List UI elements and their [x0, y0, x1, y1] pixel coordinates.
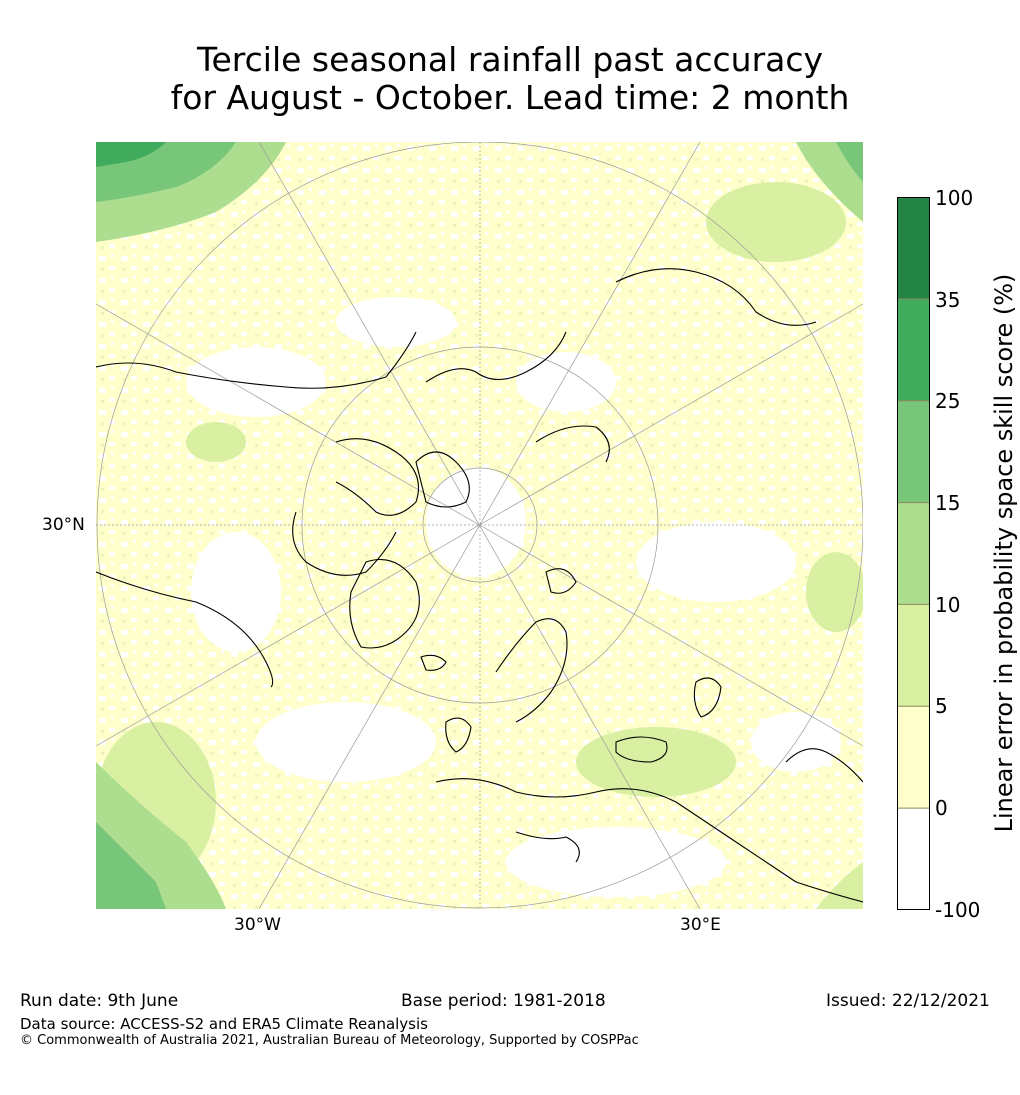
run-date: Run date: 9th June	[20, 991, 179, 1011]
map-title-line-2: for August - October. Lead time: 2 month	[170, 78, 850, 117]
graticule	[96, 142, 863, 909]
longitude-label-30e: 30°E	[680, 915, 721, 935]
colorbar-bin	[897, 808, 930, 910]
colorbar-bin	[897, 604, 930, 707]
colorbar-bin	[897, 298, 930, 401]
high-skill-regions	[96, 142, 863, 909]
colorbar-tick-label: 100	[935, 186, 974, 210]
colorbar-bin	[897, 502, 930, 605]
colorbar-tick-label: 35	[935, 288, 961, 312]
colorbar	[897, 197, 930, 910]
colorbar-bin	[897, 400, 930, 503]
latitude-label-30n: 30°N	[42, 515, 85, 535]
copyright-notice: © Commonwealth of Australia 2021, Austra…	[20, 1033, 639, 1048]
colorbar-bin	[897, 706, 930, 809]
colorbar-tick-label: 5	[935, 694, 948, 718]
colorbar-tick-label: 15	[935, 491, 961, 515]
colorbar-title: Linear error in probability space skill …	[990, 273, 1018, 833]
colorbar-bin	[897, 197, 930, 299]
colorbar-border	[897, 197, 930, 910]
data-source: Data source: ACCESS-S2 and ERA5 Climate …	[20, 1015, 428, 1033]
colorbar-tick-label: -100	[935, 898, 981, 922]
issued-date: Issued: 22/12/2021	[826, 991, 990, 1011]
coastlines	[96, 268, 863, 903]
base-period: Base period: 1981-2018	[401, 991, 606, 1011]
colorbar-tick-label: 25	[935, 389, 961, 413]
low-skill-regions	[186, 297, 841, 897]
colorbar-tick-label: 10	[935, 593, 961, 617]
colorbar-tick-label: 0	[935, 796, 948, 820]
polar-skill-map	[96, 142, 863, 909]
longitude-label-30w: 30°W	[234, 915, 281, 935]
map-title-line-1: Tercile seasonal rainfall past accuracy	[196, 40, 824, 79]
